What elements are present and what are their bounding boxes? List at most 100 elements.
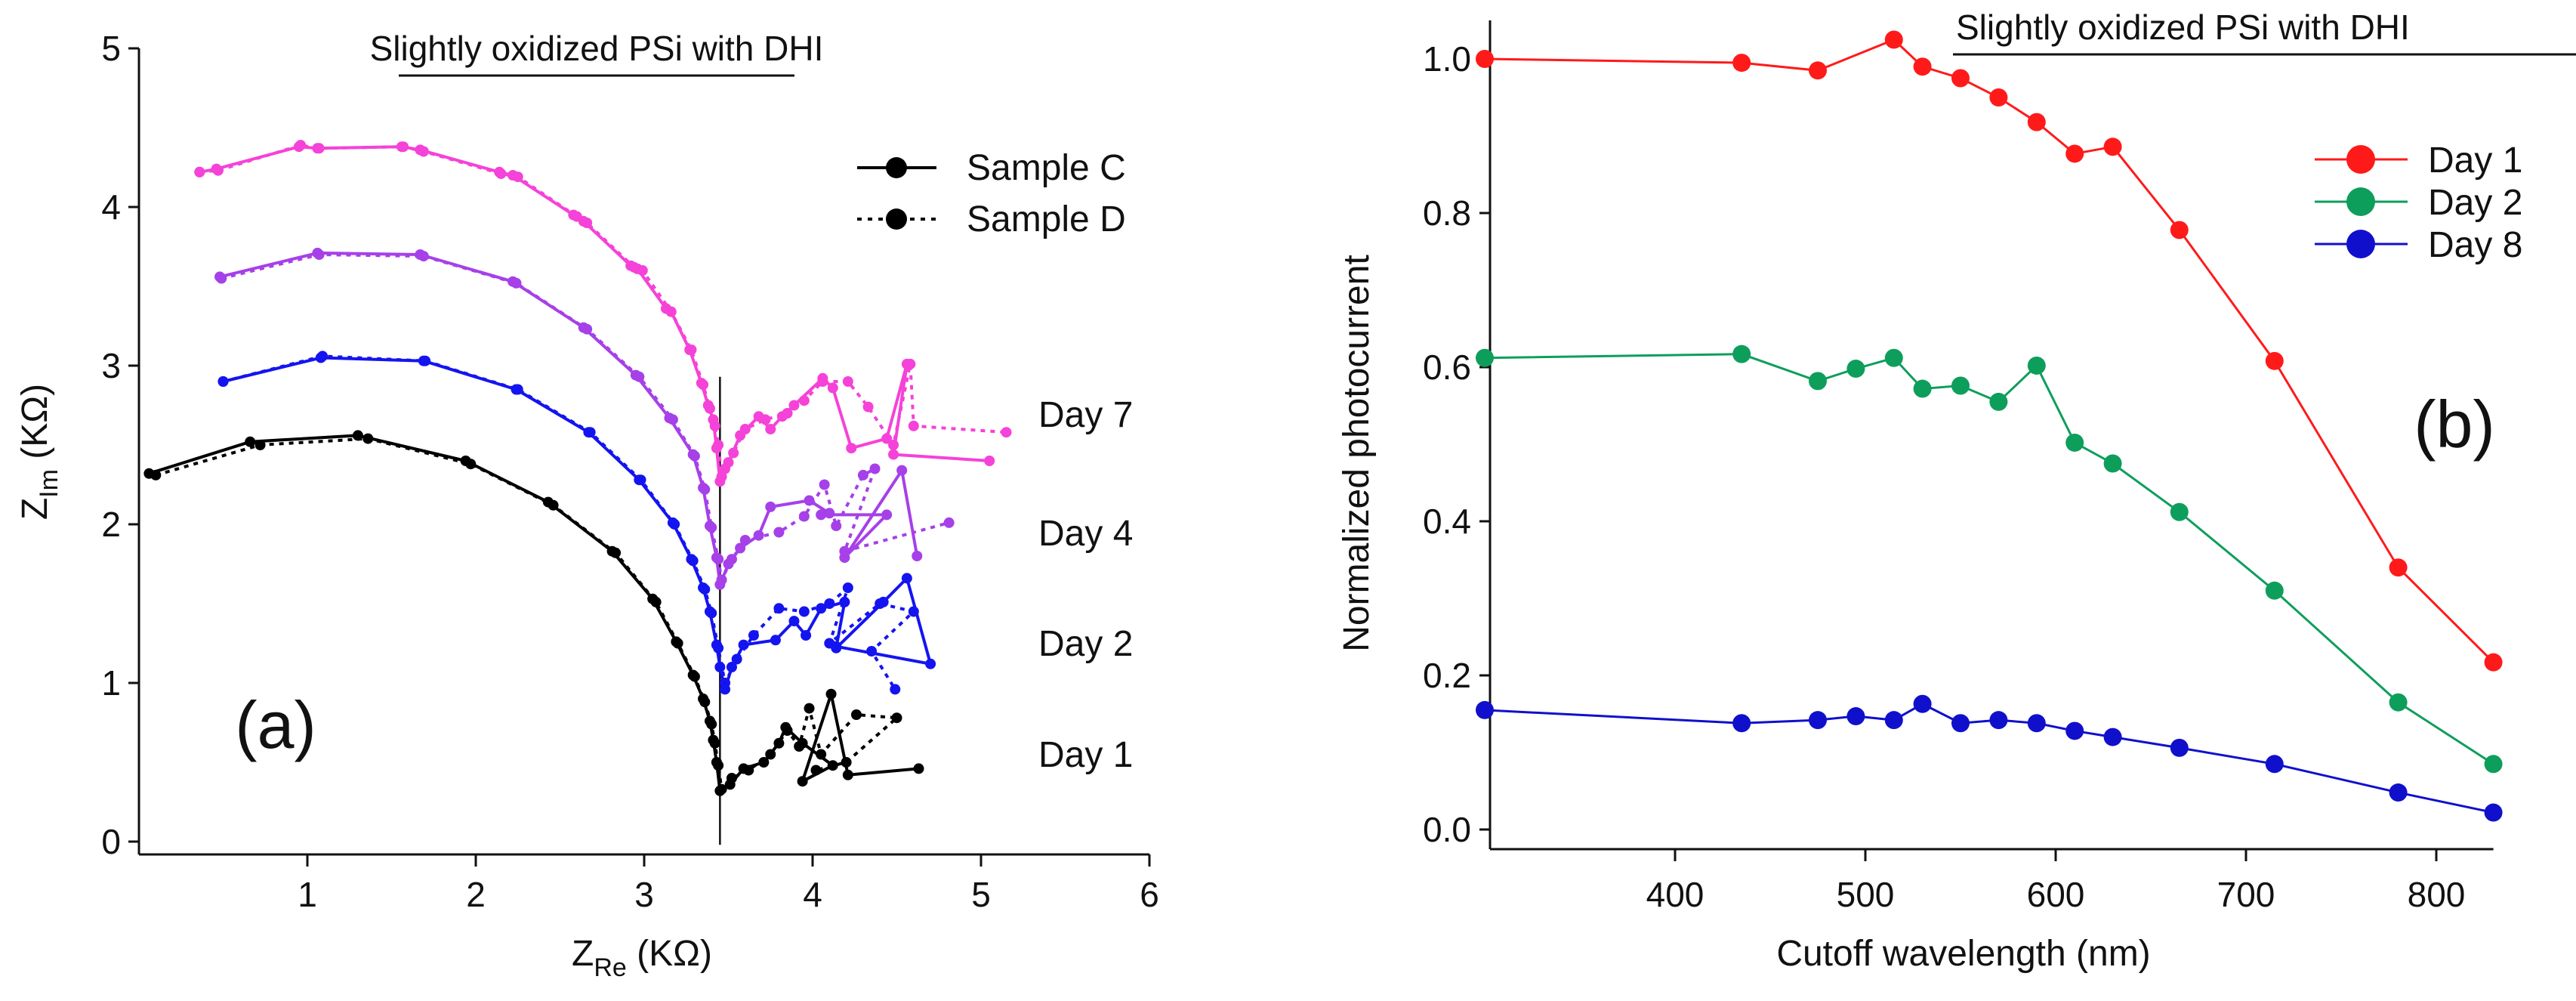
x-tick-label: 4 <box>803 875 822 914</box>
x-tick-label: 800 <box>2408 875 2466 914</box>
data-point <box>1989 392 2008 411</box>
data-point <box>418 251 429 262</box>
data-point <box>512 171 523 183</box>
data-point <box>2265 755 2284 774</box>
data-point <box>313 143 325 154</box>
panel-b: Slightly oxidized PSi with DHI Cutoff wa… <box>1337 8 2576 974</box>
series-day-8 <box>1476 694 2503 822</box>
legend-label-day-2: Day 2 <box>2428 183 2522 223</box>
data-point <box>841 757 852 768</box>
data-point <box>1476 700 1494 719</box>
data-point <box>2170 221 2189 239</box>
y-tick-label: 5 <box>101 29 121 68</box>
data-point <box>1846 707 1865 726</box>
series-line <box>199 144 1007 478</box>
panel-a-label: (a) <box>235 687 316 762</box>
data-point <box>2389 693 2408 712</box>
data-point <box>726 773 737 783</box>
data-point <box>716 471 727 482</box>
x-tick-label: 6 <box>1140 875 1159 914</box>
x-tick-label: 600 <box>2027 875 2085 914</box>
data-point <box>1884 711 1903 730</box>
data-point <box>669 519 680 530</box>
y-tick-label: 4 <box>101 187 121 227</box>
data-point <box>753 530 764 541</box>
data-point <box>706 522 717 533</box>
data-point <box>2389 558 2408 577</box>
data-point <box>1913 57 1932 76</box>
data-point <box>1951 376 1970 395</box>
data-point <box>817 376 828 387</box>
data-point <box>582 218 593 228</box>
data-point <box>2389 783 2408 802</box>
data-point <box>713 760 724 771</box>
data-point <box>194 166 205 178</box>
data-point <box>628 261 640 273</box>
data-point <box>1732 54 1751 73</box>
data-point <box>798 395 810 406</box>
data-point <box>881 509 893 521</box>
data-point <box>773 603 785 614</box>
data-point <box>798 511 810 522</box>
data-point <box>1476 348 1494 367</box>
series-day-1-sample-d <box>150 433 902 795</box>
data-point <box>875 598 886 609</box>
x-tick-label: 400 <box>1646 875 1704 914</box>
data-point <box>635 474 646 486</box>
data-point <box>634 371 645 382</box>
panel-b-y-axis-label: Normalized photocurrent <box>1337 255 1377 652</box>
data-point <box>667 414 678 425</box>
series-day-1 <box>1476 30 2503 672</box>
y-tick-label: 1 <box>101 663 121 703</box>
data-point <box>713 642 724 653</box>
data-point <box>665 306 677 317</box>
data-point <box>709 420 720 431</box>
data-point <box>2103 454 2122 473</box>
data-point <box>398 141 409 153</box>
x-tick-label: 3 <box>634 875 654 914</box>
y-tick-label: 0.2 <box>1423 656 1471 695</box>
y-tick-label: 3 <box>101 346 121 385</box>
data-point <box>842 582 853 593</box>
panel-a-legend: Sample C Sample D <box>857 148 1126 239</box>
data-point <box>842 376 853 387</box>
data-point <box>548 499 559 511</box>
data-point <box>825 688 837 700</box>
data-point <box>686 344 697 355</box>
legend-label-day-8: Day 8 <box>2428 225 2522 265</box>
data-point <box>245 436 256 447</box>
data-point <box>905 358 916 369</box>
panel-a-y-axis-label: ZIm (KΩ) <box>15 384 63 520</box>
data-point <box>217 376 229 387</box>
data-point <box>819 479 830 490</box>
legend-label-day-1: Day 1 <box>2428 141 2522 181</box>
y-tick-label: 1.0 <box>1423 39 1471 79</box>
data-point <box>212 165 224 176</box>
data-point <box>869 463 881 474</box>
series-day-2-sample-d <box>217 351 919 695</box>
data-point <box>943 517 955 528</box>
data-point <box>810 765 822 776</box>
data-point <box>2265 581 2284 600</box>
data-point <box>1476 50 1494 68</box>
data-point <box>901 573 912 584</box>
panel-b-plot-area <box>1476 30 2503 822</box>
data-point <box>2027 356 2046 375</box>
data-point <box>765 424 776 434</box>
data-point <box>716 574 727 585</box>
data-point <box>689 450 700 462</box>
data-point <box>1732 714 1751 733</box>
data-point <box>827 760 838 771</box>
data-point <box>699 697 711 708</box>
data-point <box>420 355 431 366</box>
data-point <box>687 555 699 567</box>
y-tick-label: 0.6 <box>1423 348 1471 387</box>
data-point <box>637 265 648 276</box>
data-point <box>610 547 622 558</box>
data-point <box>362 433 374 444</box>
data-point <box>720 678 731 688</box>
data-point <box>2065 721 2084 740</box>
legend-label-sample-c: Sample C <box>967 148 1126 188</box>
data-point <box>1913 379 1932 398</box>
